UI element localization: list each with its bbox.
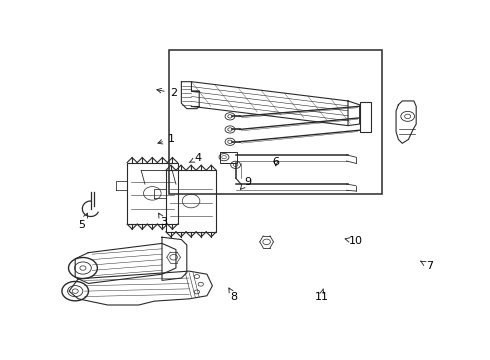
Bar: [170, 50, 382, 194]
Text: 3: 3: [159, 213, 167, 227]
Bar: [360, 103, 371, 132]
Text: 9: 9: [241, 177, 251, 189]
Text: 1: 1: [158, 134, 175, 144]
Text: 11: 11: [315, 289, 328, 302]
Bar: [220, 152, 237, 163]
Text: 5: 5: [78, 213, 88, 230]
Text: 7: 7: [421, 261, 433, 271]
Text: 10: 10: [345, 237, 363, 246]
Text: 4: 4: [189, 153, 201, 163]
Bar: [127, 163, 177, 224]
Text: 2: 2: [157, 88, 177, 98]
Text: 8: 8: [229, 288, 238, 302]
Text: 6: 6: [272, 157, 279, 167]
Bar: [166, 170, 216, 232]
